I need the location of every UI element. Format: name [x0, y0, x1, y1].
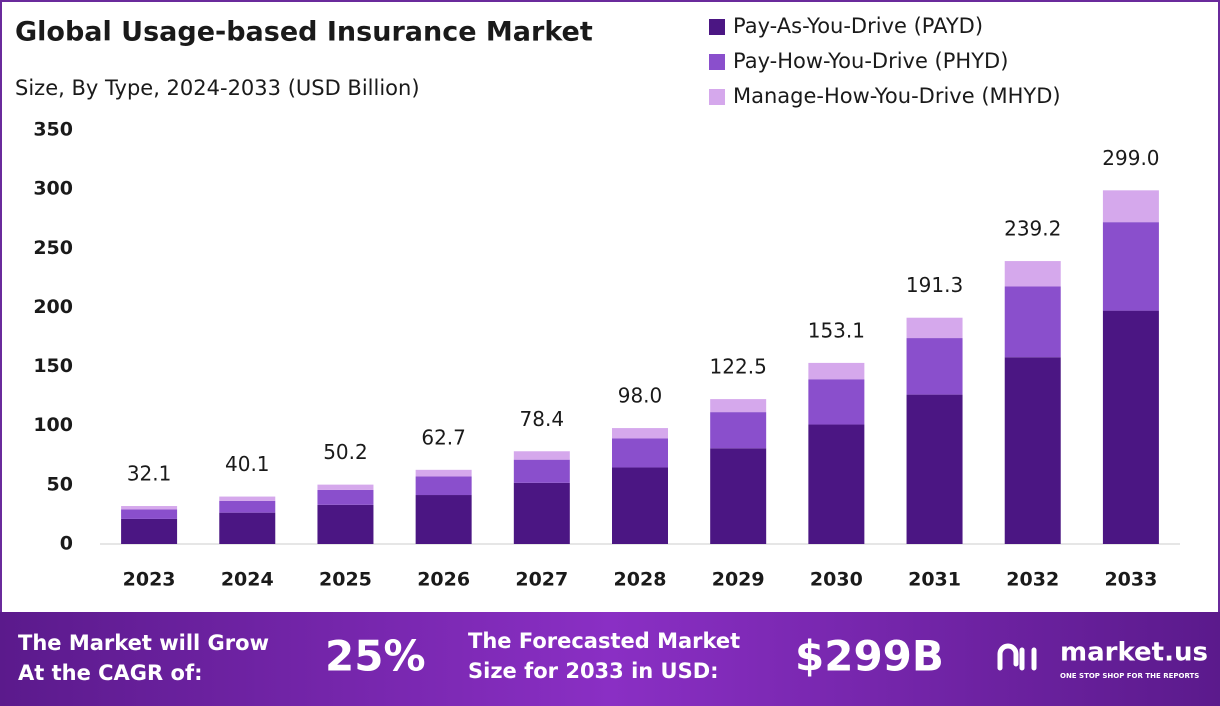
- x-tick-label: 2029: [712, 569, 765, 591]
- x-tick-label: 2027: [515, 569, 568, 591]
- total-label: 122.5: [710, 355, 767, 379]
- bar-segment: [808, 362, 865, 380]
- total-label: 98.0: [618, 384, 663, 408]
- x-tick-label: 2023: [123, 569, 176, 591]
- total-label: 32.1: [127, 462, 172, 486]
- bar-segment: [513, 451, 570, 460]
- bar-segment: [808, 424, 865, 544]
- footer-forecast-label: The Forecasted Market: [468, 629, 740, 653]
- legend-swatch: [709, 19, 725, 35]
- chart-title: Global Usage-based Insurance Market: [15, 17, 593, 48]
- x-tick-label: 2026: [417, 569, 470, 591]
- bar-segment: [1004, 357, 1061, 544]
- footer-cagr-label: At the CAGR of:: [18, 661, 203, 685]
- x-tick-label: 2028: [614, 569, 667, 591]
- bar-segment: [612, 467, 668, 544]
- bar-segment: [415, 495, 472, 544]
- y-tick-label: 150: [33, 355, 73, 377]
- x-tick-label: 2032: [1006, 569, 1059, 591]
- total-label: 153.1: [808, 318, 865, 342]
- x-tick-label: 2031: [908, 569, 961, 591]
- brand-logo: [997, 643, 1037, 671]
- total-label: 40.1: [225, 452, 270, 476]
- total-label: 50.2: [323, 440, 368, 464]
- bar-segment: [121, 506, 178, 510]
- bar-segment: [513, 482, 570, 544]
- bar-segment: [219, 500, 276, 513]
- y-tick-label: 50: [47, 473, 73, 495]
- bar-segment: [219, 512, 276, 544]
- brand-name: market.us: [1060, 638, 1208, 668]
- bar-segment: [121, 518, 178, 544]
- legend-label: Pay-How-You-Drive (PHYD): [733, 49, 1008, 73]
- bar-segment: [121, 509, 178, 519]
- total-label: 299.0: [1102, 146, 1159, 170]
- bar-segment: [1102, 222, 1159, 311]
- bar-segment: [415, 476, 472, 496]
- bar-segment: [710, 412, 767, 449]
- total-label: 191.3: [906, 273, 963, 297]
- bar-segment: [415, 469, 472, 477]
- bar-segment: [1102, 310, 1159, 544]
- bar-segment: [612, 428, 668, 439]
- bar-segment: [906, 394, 963, 544]
- bar-segment: [317, 504, 374, 544]
- x-tick-label: 2030: [810, 569, 863, 591]
- footer-forecast-label: Size for 2033 in USD:: [468, 659, 719, 683]
- y-tick-label: 0: [60, 533, 73, 555]
- bar-segment: [1004, 261, 1061, 287]
- bar-segment: [219, 496, 276, 501]
- legend-swatch: [709, 54, 725, 70]
- bar-segment: [710, 448, 767, 544]
- bar-segment: [513, 459, 570, 483]
- bar-segment: [808, 379, 865, 425]
- total-label: 78.4: [520, 407, 565, 431]
- total-label: 239.2: [1004, 217, 1061, 241]
- footer-forecast-value: $299B: [795, 632, 944, 681]
- bar-segment: [317, 484, 374, 490]
- bar-segment: [612, 438, 668, 468]
- legend-label: Pay-As-You-Drive (PAYD): [733, 14, 983, 38]
- y-tick-label: 300: [33, 178, 73, 200]
- total-label: 62.7: [421, 425, 466, 449]
- bar-segment: [1102, 190, 1159, 223]
- x-tick-label: 2033: [1104, 569, 1157, 591]
- y-tick-label: 100: [33, 414, 73, 436]
- x-tick-label: 2024: [221, 569, 274, 591]
- chart-subtitle: Size, By Type, 2024-2033 (USD Billion): [15, 76, 420, 100]
- bar-segment: [906, 338, 963, 395]
- y-tick-label: 250: [33, 237, 73, 259]
- brand-tagline: ONE STOP SHOP FOR THE REPORTS: [1060, 672, 1199, 680]
- y-tick-label: 200: [33, 296, 73, 318]
- bar-segment: [1004, 286, 1061, 358]
- footer-cagr-label: The Market will Grow: [18, 631, 269, 655]
- footer-cagr-value: 25%: [325, 632, 426, 681]
- bar-segment: [317, 489, 374, 505]
- bar-segment: [710, 399, 767, 413]
- legend-label: Manage-How-You-Drive (MHYD): [733, 84, 1061, 108]
- legend-swatch: [709, 89, 725, 105]
- x-tick-label: 2025: [319, 569, 372, 591]
- y-tick-label: 350: [33, 119, 73, 141]
- bar-segment: [906, 317, 963, 339]
